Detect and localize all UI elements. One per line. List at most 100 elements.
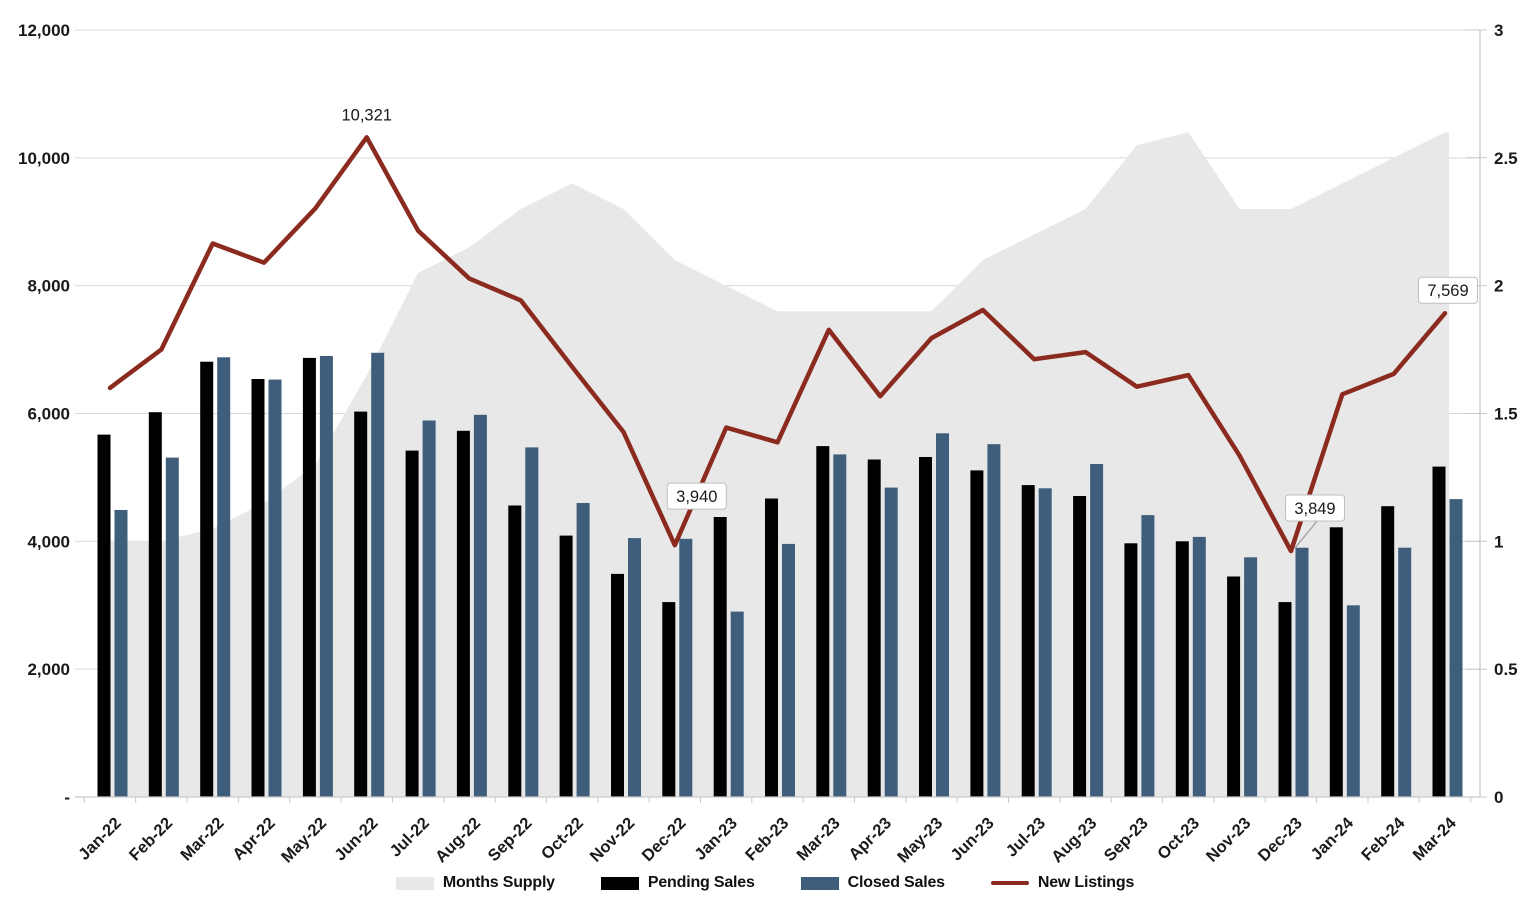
y-axis-left-label: 4,000 (27, 532, 70, 551)
y-axis-left-label: 8,000 (27, 277, 70, 296)
bar-pending-sales (508, 505, 522, 797)
bar-pending-sales (1227, 576, 1241, 797)
x-axis-label: May-22 (278, 814, 330, 866)
bar-pending-sales (559, 535, 573, 797)
bar-closed-sales (217, 357, 231, 797)
data-label-box (1418, 276, 1478, 304)
bar-closed-sales (936, 433, 949, 797)
bar-closed-sales (833, 454, 847, 797)
x-axis-label: Apr-22 (229, 814, 279, 864)
bar-closed-sales (1192, 536, 1206, 797)
y-axis-right-label: 1.5 (1494, 405, 1518, 424)
bar-closed-sales (1449, 499, 1463, 797)
y-axis-right-label: 1 (1494, 532, 1503, 551)
x-axis-label: Nov-22 (587, 814, 639, 866)
x-axis-label: Feb-22 (126, 814, 176, 864)
bar-pending-sales (765, 498, 778, 797)
bar-pending-sales (1278, 602, 1292, 797)
bar-pending-sales (354, 411, 368, 797)
x-axis-label: Feb-24 (1358, 814, 1409, 865)
bar-closed-sales (628, 538, 641, 797)
bar-closed-sales (679, 538, 693, 797)
legend-label: Months Supply (442, 874, 555, 891)
data-label: 7,569 (1427, 282, 1468, 300)
x-axis-label: Aug-22 (432, 814, 484, 866)
bar-closed-sales (473, 414, 487, 797)
bar-pending-sales (405, 450, 419, 797)
bar-closed-sales (165, 457, 179, 797)
bar-pending-sales (867, 459, 881, 797)
legend-line-swatch (990, 881, 1029, 885)
legend-label: Pending Sales (647, 874, 755, 891)
y-axis-right-label: 0 (1494, 788, 1503, 807)
x-axis-label: Nov-23 (1203, 814, 1255, 866)
x-axis-label: Oct-22 (538, 814, 587, 863)
legend-item-months-supply: Months Supply (395, 874, 555, 892)
bar-closed-sales (371, 352, 385, 797)
bar-pending-sales (302, 357, 316, 797)
bar-closed-sales (268, 379, 282, 797)
legend-item-pending-sales: Pending Sales (600, 874, 755, 892)
y-axis-right-label: 2.5 (1494, 149, 1518, 168)
bar-closed-sales (576, 503, 590, 797)
x-axis-label: May-23 (894, 814, 946, 866)
annotation-leader-line (1294, 519, 1319, 549)
bar-pending-sales (1175, 541, 1189, 797)
x-axis-label: Jun-22 (331, 814, 381, 864)
y-axis-left-label: - (64, 788, 70, 807)
bar-closed-sales (1038, 488, 1052, 797)
bar-closed-sales (422, 420, 436, 797)
x-axis-label: Mar-23 (793, 814, 843, 864)
y-axis-left-label: 6,000 (27, 405, 70, 424)
legend-swatch (600, 876, 639, 890)
bar-closed-sales (1295, 547, 1309, 797)
bar-pending-sales (1021, 485, 1035, 797)
legend-swatch (800, 876, 839, 890)
bar-closed-sales (1090, 464, 1104, 797)
x-axis-label: Jul-22 (386, 814, 432, 860)
bar-pending-sales (816, 446, 830, 797)
x-axis-label: Jul-23 (1003, 814, 1049, 860)
x-axis-label: Apr-23 (845, 814, 895, 864)
bar-pending-sales (148, 412, 162, 797)
x-axis-label: Jan-23 (691, 814, 741, 864)
x-axis-label: Mar-24 (1409, 814, 1460, 865)
bar-pending-sales (1432, 466, 1446, 797)
x-axis-label: Aug-23 (1048, 814, 1100, 866)
bar-closed-sales (319, 356, 333, 797)
bar-closed-sales (114, 510, 128, 797)
x-axis-label: Sep-23 (1101, 814, 1152, 865)
bar-closed-sales (1244, 557, 1258, 797)
area-months-supply (110, 132, 1449, 798)
chart-legend: Months Supply Pending Sales Closed Sales Ne… (0, 874, 1530, 892)
bar-pending-sales (1381, 506, 1395, 797)
legend-label: New Listings (1037, 874, 1135, 891)
legend-item-new-listings: New Listings (990, 874, 1135, 892)
data-label: 3,940 (676, 488, 717, 506)
y-axis-right-label: 0.5 (1494, 660, 1518, 679)
legend-item-closed-sales: Closed Sales (800, 874, 945, 892)
bar-pending-sales (251, 379, 265, 797)
bar-pending-sales (713, 517, 727, 797)
line-new-listings (107, 135, 1448, 554)
bar-closed-sales (1346, 605, 1360, 798)
bar-pending-sales (1073, 496, 1087, 797)
bar-closed-sales (782, 543, 795, 797)
y-axis-right-label: 2 (1494, 277, 1503, 296)
bar-closed-sales (884, 487, 898, 797)
x-axis-label: Sep-22 (485, 814, 536, 865)
legend-label: Closed Sales (847, 874, 945, 891)
bar-closed-sales (1141, 515, 1155, 797)
bar-pending-sales (200, 361, 214, 797)
y-axis-right-label: 3 (1494, 21, 1503, 40)
bar-pending-sales (456, 430, 470, 797)
bar-pending-sales (1329, 527, 1343, 797)
legend-swatch (395, 876, 434, 890)
x-axis-label: Oct-23 (1154, 814, 1203, 863)
x-axis-label: Feb-23 (742, 814, 792, 864)
bar-closed-sales (1398, 547, 1412, 797)
y-axis-left-label: 10,000 (18, 149, 70, 168)
x-axis-label: Mar-22 (177, 814, 227, 864)
bar-pending-sales (1124, 543, 1138, 797)
